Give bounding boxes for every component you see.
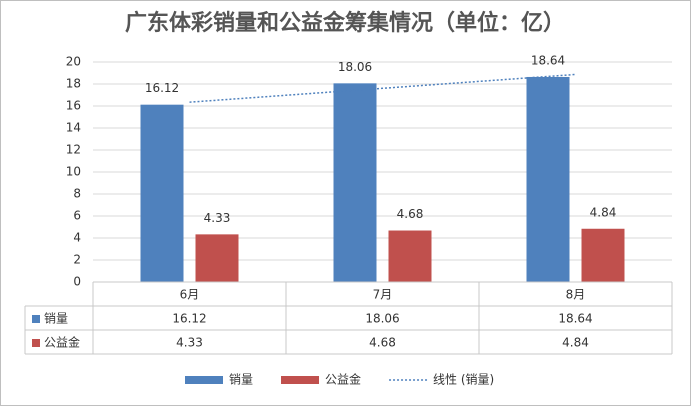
x-tick-label: 7月 [373,288,393,302]
data-label: 18.06 [338,60,372,74]
y-tick-label: 18 [66,77,81,91]
table-cell: 4.68 [369,336,396,350]
bar [140,104,184,283]
bar [388,230,432,282]
y-tick-label: 0 [73,275,81,289]
table-cell: 16.12 [172,312,206,326]
bar [333,83,377,282]
y-tick-label: 20 [66,55,81,69]
table-series-name: 公益金 [44,335,80,350]
data-label: 4.33 [204,211,231,225]
trendline [189,73,576,103]
y-tick-label: 14 [66,121,81,135]
y-tick-label: 16 [66,99,81,113]
y-tick-label: 4 [73,231,81,245]
table-legend-key [32,339,40,347]
bar [581,228,625,282]
y-tick-label: 10 [66,165,81,179]
legend-label: 线性 (销量) [433,373,494,387]
data-label: 4.68 [397,207,424,221]
legend-key [185,376,223,384]
y-tick-label: 6 [73,209,81,223]
table-cell: 4.33 [176,336,203,350]
table-cell: 18.64 [558,312,592,326]
data-label: 4.84 [590,205,617,219]
legend-label: 销量 [229,373,253,387]
y-tick-label: 2 [73,253,81,267]
legend-key [281,376,320,384]
bar [195,234,239,282]
table-cell: 18.06 [365,312,399,326]
legend-label: 公益金 [325,372,361,387]
table-legend-key [32,315,40,323]
bar [526,76,570,283]
table-series-name: 销量 [44,312,68,326]
data-label: 16.12 [145,81,179,95]
y-tick-label: 8 [73,187,81,201]
x-tick-label: 6月 [180,288,200,302]
table-cell: 4.84 [562,336,589,350]
x-tick-label: 8月 [566,288,586,302]
chart-title: 广东体彩销量和公益金筹集情况（单位：亿） [125,10,565,36]
data-label: 18.64 [531,53,565,67]
y-tick-label: 12 [66,143,81,157]
